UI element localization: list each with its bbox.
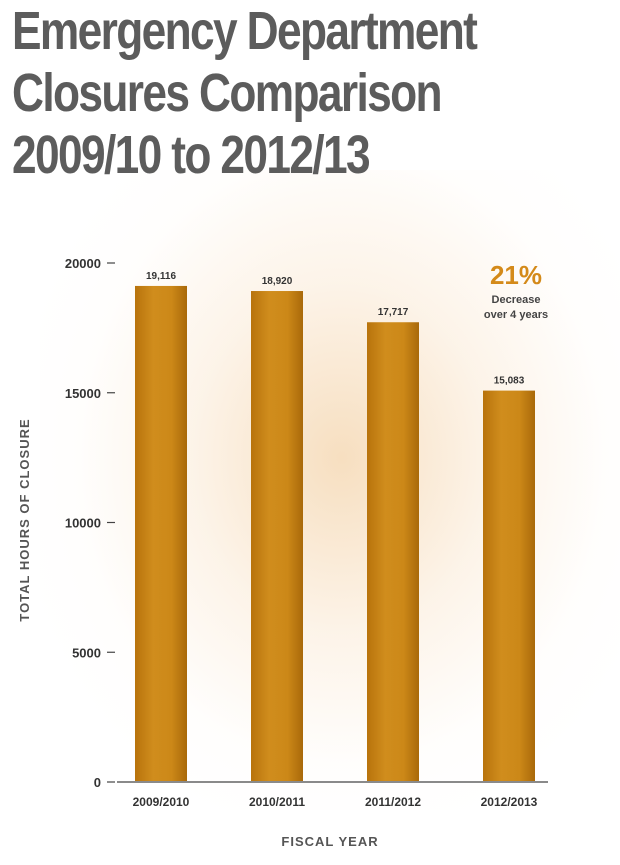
decrease-annotation: 21% Decrease over 4 years (484, 260, 548, 321)
chart-title: Emergency Department Closures Comparison… (12, 0, 504, 186)
x-tick-label: 2011/2012 (365, 795, 421, 809)
bars: 19,116 18,920 17,717 15,083 (135, 271, 535, 782)
annotation-line-2: over 4 years (484, 309, 548, 321)
title-line-1: Emergency Department (12, 1, 478, 61)
bar (483, 390, 535, 782)
bar (251, 291, 303, 782)
bar-value-label: 18,920 (262, 276, 293, 287)
y-tick-label: 5000 (72, 645, 101, 660)
y-axis-title: TOTAL HOURS OF CLOSURE (17, 418, 32, 621)
y-tick-label: 10000 (65, 516, 101, 531)
x-tick-label: 2012/2013 (481, 795, 538, 809)
bar-value-label: 17,717 (378, 307, 409, 318)
x-axis-title: FISCAL YEAR (281, 834, 378, 849)
title-line-3: 2009/10 to 2012/13 (12, 125, 371, 185)
bar-value-label: 19,116 (146, 271, 176, 282)
y-tick-label: 15000 (65, 386, 101, 401)
y-tick-label: 20000 (65, 256, 101, 271)
title-line-2: Closures Comparison (12, 63, 443, 123)
bar (135, 285, 187, 782)
y-axis: 0 5000 10000 15000 20000 (65, 256, 115, 790)
y-tick-label: 0 (94, 775, 101, 790)
x-tick-label: 2010/2011 (249, 795, 305, 809)
bar (367, 322, 419, 782)
annotation-percent: 21% (490, 260, 542, 290)
bar-value-label: 15,083 (494, 376, 525, 387)
annotation-line-1: Decrease (492, 294, 541, 306)
x-tick-label: 2009/2010 (133, 795, 190, 809)
x-axis: 2009/2010 2010/2011 2011/2012 2012/2013 (117, 781, 548, 809)
